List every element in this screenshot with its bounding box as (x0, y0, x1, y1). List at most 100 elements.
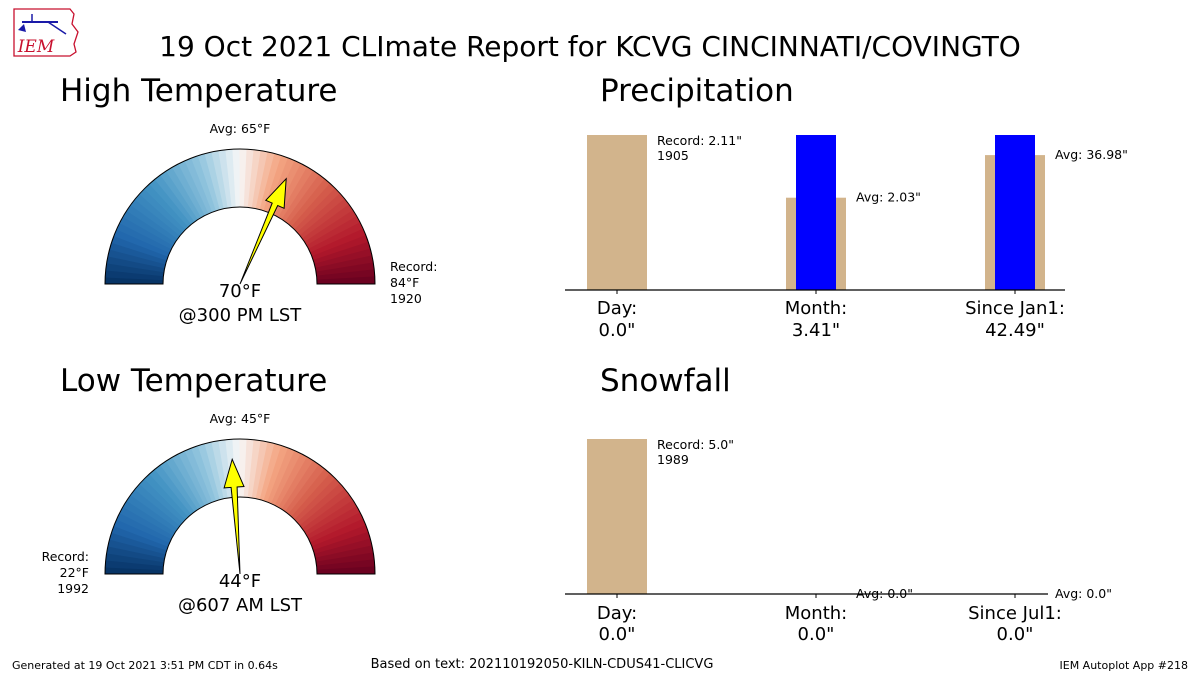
high-temp-band-segment (247, 149, 263, 211)
high-temp-band-segment (251, 149, 270, 212)
high-temp-band-segment (158, 167, 200, 225)
high-temp-title: High Temperature (60, 73, 337, 109)
high-temp-band-segment (106, 240, 170, 266)
high-temp-needle (239, 177, 287, 285)
precip-category-month: Month: (785, 298, 847, 319)
low-temp-band-segment (311, 537, 375, 559)
high-temp-band-segment (190, 152, 218, 216)
low-temp-band-segment (110, 517, 173, 548)
high-temp-band-segment (152, 172, 197, 227)
high-temp-band-segment (132, 191, 186, 238)
low-temp-band-segment (262, 442, 290, 506)
high-temp-band-segment (276, 164, 316, 223)
high-temp-band-segment (105, 276, 167, 284)
high-temp-band-segment (217, 149, 233, 211)
snow-since-jul1-value: 0.0" (997, 624, 1034, 645)
snow-category-since-jul1: Since Jul1: (968, 603, 1062, 624)
high-temp-band-segment (203, 149, 225, 213)
high-temp-band-segment (105, 269, 167, 281)
low-temp-band-segment (123, 492, 181, 534)
low-temp-band-segment (301, 498, 360, 538)
low-temp-needle (223, 457, 245, 575)
low-temp-time: @607 AM LST (178, 595, 303, 616)
low-temp-band-segment (247, 439, 263, 501)
low-temp-band-segment (266, 444, 297, 507)
low-temp-band-segment (132, 481, 186, 528)
high-temp-band-segment (289, 181, 338, 232)
low-temp-record-value: 22°F (60, 565, 89, 580)
high-temp-band-segment (183, 154, 214, 217)
low-temp-band-segment (280, 457, 322, 515)
low-temp-band-segment (307, 517, 370, 548)
precip-month-avg-label: Avg: 2.03" (856, 190, 921, 205)
low-temp-band-segment (190, 442, 218, 506)
high-temp-band-segment (239, 149, 248, 211)
high-temp-band-segment (137, 186, 188, 235)
low-temp-band-segment (142, 471, 191, 522)
high-temp-band-segment (176, 157, 211, 219)
snow-since-jul1-avg-label: Avg: 0.0" (1055, 586, 1112, 601)
low-temp-value: 44°F (219, 571, 261, 592)
snow-month-value: 0.0" (798, 624, 835, 645)
low-temp-band-segment (106, 530, 170, 556)
low-temp-band-segment (105, 566, 167, 574)
high-temp-band-segment (283, 172, 328, 227)
precip-day-record-year: 1905 (657, 148, 689, 163)
high-temp-time: @300 PM LST (179, 305, 303, 326)
low-temp-band-segment (113, 510, 175, 545)
low-temp-band-segment (105, 537, 169, 559)
high-temp-band-segment (310, 240, 374, 266)
low-temp-band-segment (203, 439, 225, 503)
high-temp-band-segment (311, 247, 375, 269)
precip-category-since-jan1: Since Jan1: (965, 298, 1065, 319)
high-temp-record-title: Record: (390, 259, 437, 274)
high-temp-band-segment (123, 202, 181, 244)
high-temp-panel: High Temperature Avg: 65°F 70°F @300 PM … (60, 73, 437, 326)
high-temp-band-segment (108, 234, 172, 262)
high-temp-band-segment (299, 202, 357, 244)
low-temp-band-segment (164, 454, 204, 513)
high-temp-record-value: 84°F (390, 275, 419, 290)
high-temp-band-segment (312, 254, 375, 273)
high-temp-band-segment (116, 214, 177, 251)
low-temp-band-segment (292, 476, 343, 525)
low-temp-avg-label: Avg: 45°F (210, 411, 271, 426)
low-temp-band-segment (273, 450, 310, 511)
precip-category-day: Day: (597, 298, 637, 319)
low-temp-band-segment (303, 504, 364, 541)
low-temp-band-segment (176, 447, 211, 509)
low-temp-band-segment (170, 450, 207, 511)
high-temp-band-segment (110, 227, 173, 258)
low-temp-band-segment (294, 481, 348, 528)
low-temp-band-segment (255, 439, 277, 503)
high-temp-band-segment (120, 208, 179, 248)
high-temp-band-segment (280, 167, 322, 225)
low-temp-band-segment (105, 559, 167, 571)
high-temp-band-segment (196, 150, 222, 214)
low-temp-band-segment (312, 544, 375, 563)
low-temp-band-segment (108, 524, 172, 552)
high-temp-band-segment (305, 220, 367, 255)
low-temp-band-segment (116, 504, 177, 541)
low-temp-band-segment (120, 498, 179, 538)
low-temp-band-segment (286, 466, 333, 520)
low-temp-band-segment (183, 444, 214, 507)
snow-panel: Snowfall Record: 5.0" 1989 Avg: 0.0" Avg… (565, 363, 1112, 645)
high-temp-value: 70°F (219, 281, 261, 302)
high-temp-band-segment (164, 164, 204, 223)
low-temp-band-segment (305, 510, 367, 545)
low-temp-band-segment (147, 466, 194, 520)
high-temp-band-segment (128, 196, 183, 241)
low-temp-record-title: Record: (42, 549, 89, 564)
high-temp-band-segment (232, 149, 241, 211)
low-temp-record-year: 1992 (57, 581, 89, 596)
low-temp-band-segment (310, 530, 374, 556)
snow-category-day: Day: (597, 603, 637, 624)
high-temp-band-segment (210, 149, 229, 212)
low-temp-band-segment (313, 551, 375, 567)
high-temp-band-segment (292, 186, 343, 235)
footer-app: IEM Autoplot App #218 (1060, 659, 1189, 672)
high-temp-avg-label: Avg: 65°F (210, 121, 271, 136)
high-temp-band-segment (303, 214, 364, 251)
low-temp-band-segment (251, 439, 270, 502)
